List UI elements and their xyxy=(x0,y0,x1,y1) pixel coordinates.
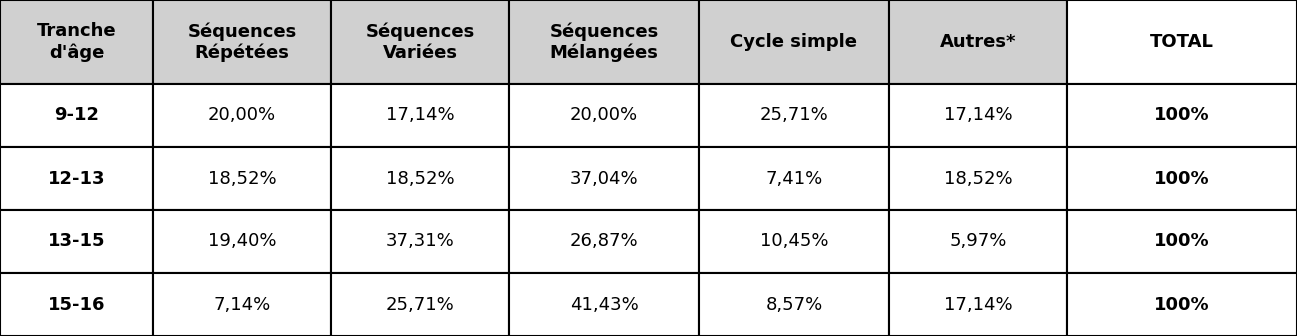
Text: 18,52%: 18,52% xyxy=(208,169,276,187)
Text: 13-15: 13-15 xyxy=(48,233,105,251)
Text: 37,31%: 37,31% xyxy=(385,233,454,251)
Text: 8,57%: 8,57% xyxy=(765,295,822,313)
Text: 20,00%: 20,00% xyxy=(569,107,638,125)
Bar xyxy=(1067,147,1297,210)
Bar xyxy=(153,273,331,336)
Text: 17,14%: 17,14% xyxy=(944,107,1013,125)
Text: Cycle simple: Cycle simple xyxy=(730,33,857,51)
Text: 100%: 100% xyxy=(1154,107,1210,125)
Text: 10,45%: 10,45% xyxy=(760,233,829,251)
Bar xyxy=(699,210,888,273)
Bar xyxy=(1067,84,1297,147)
Text: 37,04%: 37,04% xyxy=(569,169,638,187)
Text: Séquences
Mélangées: Séquences Mélangées xyxy=(550,22,659,62)
Bar xyxy=(508,84,699,147)
Bar xyxy=(699,273,888,336)
Bar xyxy=(0,210,153,273)
Text: 7,14%: 7,14% xyxy=(214,295,271,313)
Bar xyxy=(331,273,508,336)
Bar xyxy=(508,0,699,84)
Text: 100%: 100% xyxy=(1154,295,1210,313)
Bar xyxy=(888,84,1067,147)
Bar xyxy=(888,210,1067,273)
Text: 17,14%: 17,14% xyxy=(944,295,1013,313)
Text: 100%: 100% xyxy=(1154,233,1210,251)
Bar xyxy=(1067,0,1297,84)
Text: 25,71%: 25,71% xyxy=(760,107,829,125)
Text: 12-13: 12-13 xyxy=(48,169,105,187)
Bar xyxy=(153,84,331,147)
Bar xyxy=(331,147,508,210)
Bar xyxy=(888,273,1067,336)
Bar xyxy=(0,84,153,147)
Bar xyxy=(699,0,888,84)
Bar xyxy=(331,0,508,84)
Text: 15-16: 15-16 xyxy=(48,295,105,313)
Text: 41,43%: 41,43% xyxy=(569,295,638,313)
Text: 19,40%: 19,40% xyxy=(208,233,276,251)
Text: 17,14%: 17,14% xyxy=(385,107,454,125)
Text: Tranche
d'âge: Tranche d'âge xyxy=(36,22,117,62)
Bar xyxy=(699,84,888,147)
Text: 9-12: 9-12 xyxy=(54,107,99,125)
Text: 100%: 100% xyxy=(1154,169,1210,187)
Text: TOTAL: TOTAL xyxy=(1150,33,1214,51)
Text: Séquences
Répétées: Séquences Répétées xyxy=(187,22,297,62)
Text: 5,97%: 5,97% xyxy=(949,233,1006,251)
Bar xyxy=(0,273,153,336)
Bar xyxy=(1067,273,1297,336)
Text: 26,87%: 26,87% xyxy=(569,233,638,251)
Bar xyxy=(153,0,331,84)
Text: Autres*: Autres* xyxy=(940,33,1017,51)
Bar xyxy=(888,147,1067,210)
Text: 7,41%: 7,41% xyxy=(765,169,822,187)
Bar xyxy=(0,147,153,210)
Bar xyxy=(508,147,699,210)
Bar xyxy=(888,0,1067,84)
Bar xyxy=(331,210,508,273)
Text: 18,52%: 18,52% xyxy=(385,169,454,187)
Bar xyxy=(508,210,699,273)
Bar xyxy=(508,273,699,336)
Bar xyxy=(1067,210,1297,273)
Bar xyxy=(699,147,888,210)
Text: 18,52%: 18,52% xyxy=(944,169,1013,187)
Bar xyxy=(331,84,508,147)
Bar xyxy=(0,0,153,84)
Text: Séquences
Variées: Séquences Variées xyxy=(366,23,475,61)
Text: 25,71%: 25,71% xyxy=(385,295,454,313)
Bar xyxy=(153,210,331,273)
Text: 20,00%: 20,00% xyxy=(208,107,276,125)
Bar xyxy=(153,147,331,210)
